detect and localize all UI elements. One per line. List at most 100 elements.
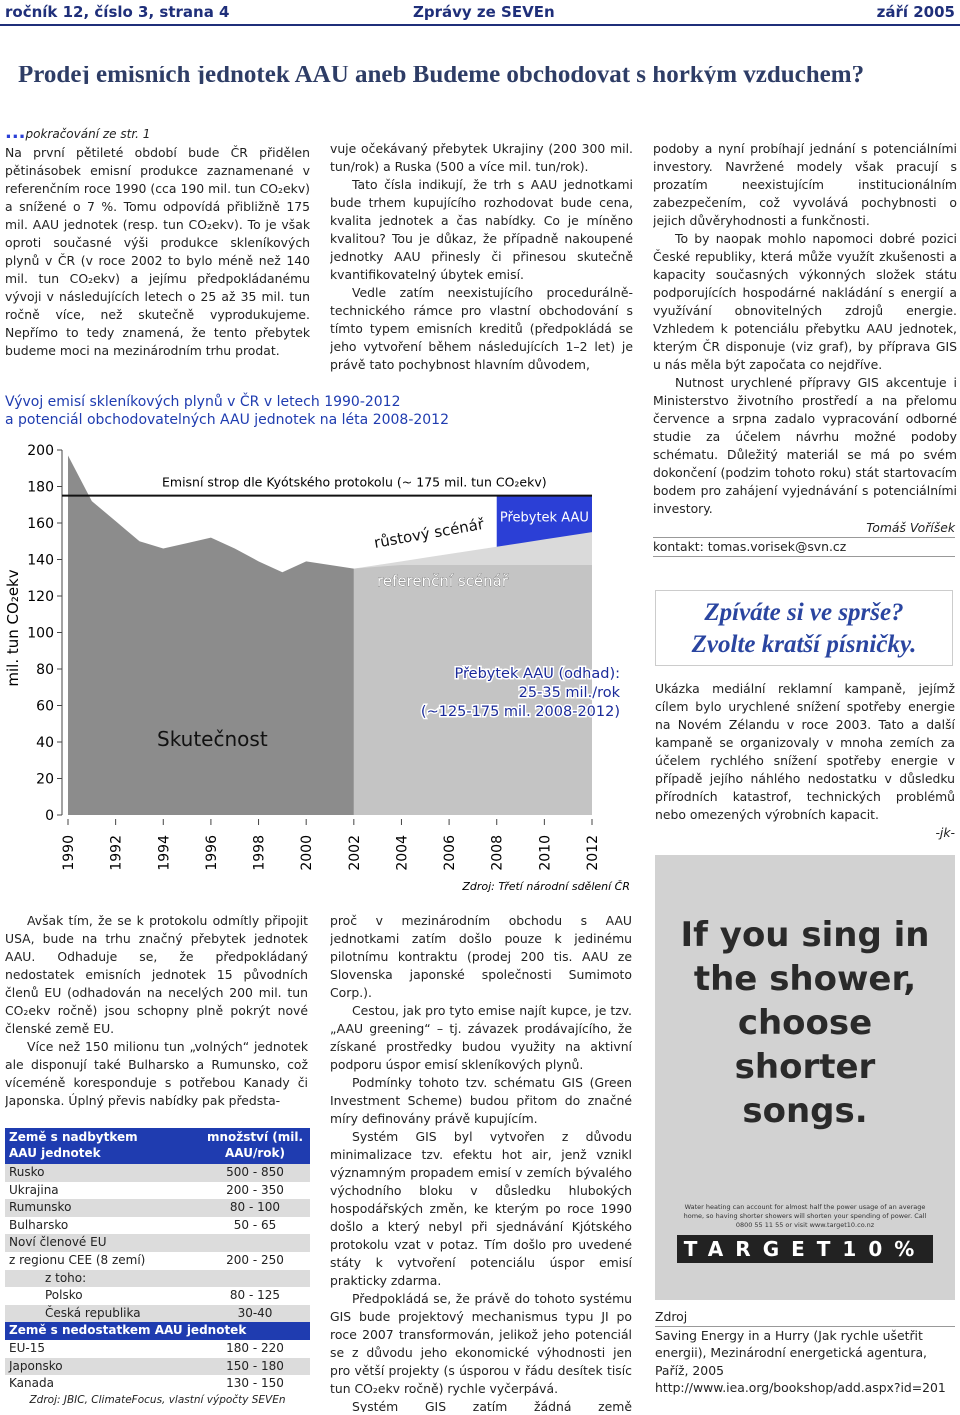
table-header: Země s nadbytkem AAU jednotek množství (m…: [5, 1128, 310, 1164]
x-tick-label: 1992: [109, 835, 125, 871]
table-row: z regionu CEE (8 zemí) 200 - 250: [5, 1251, 310, 1270]
paragraph: Avšak tím, že se k protokolu odmítly při…: [5, 913, 308, 1036]
y-tick-label: 60: [36, 699, 54, 715]
box-line: Zpíváte si ve sprše?: [704, 599, 904, 626]
paragraph: Cestou, jak pro tyto emise najít kupce, …: [330, 1003, 632, 1072]
x-tick-label: 2002: [347, 835, 363, 871]
sidebar-source: Zdroj Saving Energy in a Hurry (Jak rych…: [655, 1308, 955, 1397]
table-cell: 180 - 220: [226, 1340, 284, 1355]
text-column: Na první pětileté období bude ČR přiděle…: [5, 144, 310, 380]
table-cell: 50 - 65: [233, 1217, 277, 1232]
series-label: Skutečnost: [157, 727, 268, 751]
table-source: Zdroj: JBIC, ClimateFocus, vlastní výpoč…: [29, 1393, 286, 1406]
text-column: podoby a nyní probíhají jednání s potenc…: [653, 140, 957, 520]
text-column: proč v mezinárodním obchodu s AAU jednot…: [330, 912, 632, 1412]
table-row: Polsko 80 - 125: [5, 1287, 310, 1305]
estimate-label: Přebytek AAU (odhad):: [455, 666, 620, 682]
y-tick-label: 0: [45, 808, 54, 824]
ad-image: If you sing in the shower, choose shorte…: [655, 855, 955, 1300]
x-tick-label: 2012: [585, 835, 601, 871]
paragraph: Nutnost urychlené přípravy GIS akcentuje…: [653, 375, 957, 516]
table-cell: z toho:: [45, 1270, 87, 1285]
text-column: Avšak tím, že se k protokolu odmítly při…: [5, 912, 308, 1112]
table-row: Rusko 500 - 850: [5, 1164, 310, 1182]
paragraph: Vedle zatím neexistujícího procedurálně-…: [330, 285, 633, 372]
table-row: EU-15 180 - 220: [5, 1339, 310, 1358]
x-tick-label: 1996: [204, 835, 220, 871]
chart: Vývoj emisí skleníkových plynů v ČR v le…: [4, 392, 630, 893]
paragraph: proč v mezinárodním obchodu s AAU jednot…: [330, 913, 632, 1000]
table-cell: Polsko: [45, 1288, 83, 1303]
y-tick-label: 160: [27, 516, 54, 532]
sidebar-text: Ukázka mediální reklamní kampaně, jejímž…: [655, 680, 955, 825]
signature: -jk-: [935, 825, 955, 840]
estimate-label: 25-35 mil./rok: [519, 685, 621, 701]
author: Tomáš Voříšek: [866, 520, 955, 535]
y-tick-label: 140: [27, 553, 54, 569]
x-tick-label: 1994: [156, 835, 172, 871]
x-tick-label: 2010: [537, 835, 553, 871]
x-tick-label: 2004: [394, 835, 410, 871]
x-tick-label: 1998: [252, 835, 268, 871]
page-header: ročník 12, číslo 3, strana 4 Zprávy ze S…: [0, 0, 960, 26]
table-cell: 200 - 250: [226, 1252, 284, 1267]
ad-small-print: Water heating can account for almost hal…: [683, 1203, 927, 1229]
date: září 2005: [876, 3, 955, 21]
header-cell: Země s nadbytkem AAU jednotek: [9, 1130, 138, 1160]
table-cell: Rumunsko: [9, 1200, 72, 1215]
table-cell: Česká republika: [45, 1305, 141, 1320]
paragraph: Více než 150 milionu tun „volných“ jedno…: [5, 1039, 308, 1108]
y-tick-label: 20: [36, 772, 54, 788]
box-line: Zvolte kratší písničky.: [691, 631, 917, 658]
paragraph: Podmínky tohoto tzv. schématu GIS (Green…: [330, 1075, 632, 1126]
continued-mark: ...: [5, 122, 26, 143]
x-tick-label: 2000: [299, 835, 315, 871]
table-section-header: Země s nedostatkem AAU jednotek: [5, 1322, 310, 1340]
chart-source: Zdroj: Třetí národní sdělení ČR: [461, 880, 630, 893]
table-row: Noví členové EU: [5, 1234, 310, 1252]
newsletter-name: Zprávy ze SEVEn: [413, 3, 555, 21]
table-row: Ukrajina 200 - 350: [5, 1181, 310, 1200]
ad-headline: If you sing in the shower, choose shorte…: [680, 915, 930, 1131]
areas: [68, 455, 592, 815]
aau-table: Země s nadbytkem AAU jednotek množství (m…: [5, 1128, 310, 1407]
series-label: růstový scénář: [373, 515, 486, 552]
paragraph: vuje očekávaný přebytek Ukrajiny (200 30…: [330, 141, 633, 174]
y-tick-label: 100: [27, 626, 54, 642]
continued-text: pokračování ze str. 1: [25, 127, 151, 141]
table-cell: Ukrajina: [9, 1182, 59, 1197]
source-url[interactable]: http://www.iea.org/bookshop/add.aspx?id=…: [655, 1380, 946, 1395]
y-tick-label: 180: [27, 480, 54, 496]
text-column: vuje očekávaný přebytek Ukrajiny (200 30…: [330, 140, 633, 380]
table-row: Rumunsko 80 - 100: [5, 1199, 310, 1217]
paragraph: podoby a nyní probíhají jednání s potenc…: [653, 141, 957, 228]
paragraph: Ukázka mediální reklamní kampaně, jejímž…: [655, 681, 955, 822]
table-cell: 30-40: [237, 1305, 273, 1320]
table-cell: 150 - 180: [226, 1358, 284, 1373]
y-tick-label: 200: [27, 443, 54, 459]
paragraph: Systém GIS zatím žádná země neimplemento…: [352, 1399, 632, 1412]
table-row: Japonsko 150 - 180: [5, 1357, 310, 1376]
x-tick-label: 2006: [442, 835, 458, 871]
header-cell: množství (mil. AAU/rok): [206, 1130, 304, 1160]
table-row: Česká republika 30-40: [5, 1304, 310, 1323]
paragraph: Na první pětileté období bude ČR přiděle…: [5, 145, 310, 358]
y-tick-label: 120: [27, 589, 54, 605]
source-text: Saving Energy in a Hurry (Jak rychle uše…: [655, 1327, 927, 1378]
table-cell: EU-15: [9, 1340, 45, 1355]
cap-label: Emisní strop dle Kyótského protokolu (~ …: [162, 475, 547, 490]
chart-title: a potenciál obchodovatelných AAU jednote…: [5, 412, 449, 428]
chart-title: Vývoj emisí skleníkových plynů v ČR v le…: [5, 392, 401, 410]
table-row: z toho:: [5, 1269, 310, 1288]
issue: ročník 12, číslo 3, strana 4: [5, 3, 230, 21]
paragraph: Předpokládá se, že právě do tohoto systé…: [330, 1291, 632, 1396]
contact: kontakt: tomas.vorisek@svn.cz: [653, 537, 955, 557]
y-tick-label: 80: [36, 662, 54, 678]
table-cell: Bulharsko: [9, 1217, 69, 1232]
table-cell: Rusko: [9, 1165, 45, 1179]
table-row: Bulharsko 50 - 65: [5, 1216, 310, 1235]
paragraph: Systém GIS byl vytvořen z důvodu minimal…: [330, 1129, 632, 1288]
headline: Prodej emisních jednotek AAU aneb Budeme…: [18, 66, 865, 84]
x-tick-label: 2008: [490, 835, 506, 871]
